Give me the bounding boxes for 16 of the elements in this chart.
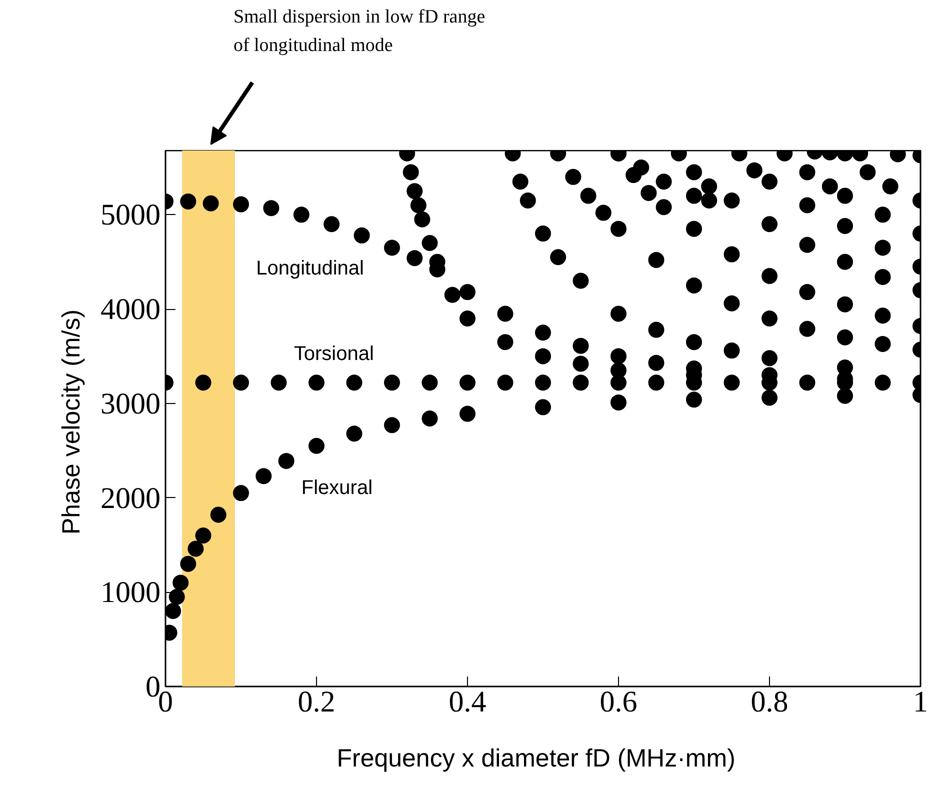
text: Small dispersion in low fD range of longitudinal mode <box>233 6 486 56</box>
x-axis-title: Frequency x diameter fD (MHz·mm) <box>336 744 736 772</box>
x-tick-label: 1 <box>913 686 928 718</box>
y-tick-label: 4000 <box>100 293 160 326</box>
annotation: Longitudinal <box>256 257 364 280</box>
x-tick-label: 0.8 <box>750 686 788 718</box>
y-tick-label: 5000 <box>100 198 160 232</box>
annotation: Flexural <box>301 477 373 500</box>
y-tick-label: 1000 <box>100 576 160 610</box>
y-tick-label: 2000 <box>100 482 160 515</box>
annotation: Torsional <box>294 343 374 366</box>
y-axis-title: Phase velocity (m/s) <box>58 309 86 535</box>
x-tick-label: 0.6 <box>600 686 638 718</box>
x-tick-label: 0.4 <box>448 686 486 718</box>
x-tick-label: 0.2 <box>298 686 336 718</box>
y-tick-label: 3000 <box>100 387 160 420</box>
